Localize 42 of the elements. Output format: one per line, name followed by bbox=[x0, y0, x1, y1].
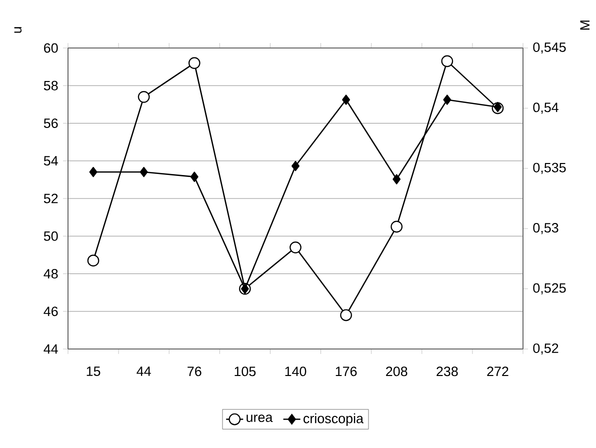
y2-tick-label: 0,54 bbox=[533, 102, 558, 114]
y2-tick-label: 0,53 bbox=[533, 223, 558, 234]
x-tick-label: 15 bbox=[86, 366, 100, 376]
point bbox=[140, 166, 148, 178]
point bbox=[89, 166, 98, 178]
y2-axis-title: M bbox=[580, 20, 590, 30]
x-tick-label: 140 bbox=[285, 366, 306, 376]
point bbox=[390, 220, 403, 233]
y-tick-label: 46 bbox=[44, 306, 58, 316]
legend-label: urea bbox=[246, 414, 273, 422]
y-tick-label: 56 bbox=[44, 118, 58, 128]
point bbox=[340, 309, 352, 322]
x-tick-label: 208 bbox=[386, 366, 408, 376]
y-tick-label: 50 bbox=[44, 231, 58, 241]
point bbox=[87, 254, 100, 267]
y2-tick-label: 0,52 bbox=[533, 343, 558, 355]
y-tick-label: 54 bbox=[44, 156, 58, 166]
x-tick-label: 44 bbox=[136, 366, 151, 376]
point bbox=[443, 94, 452, 105]
point bbox=[190, 172, 198, 182]
point bbox=[342, 94, 350, 105]
point bbox=[292, 160, 300, 172]
y-tick-label: 58 bbox=[44, 80, 58, 90]
x-tick-label: 272 bbox=[487, 366, 508, 376]
y2-tick-label: 0,525 bbox=[533, 283, 566, 294]
point bbox=[290, 241, 302, 254]
x-tick-label: 105 bbox=[234, 366, 256, 376]
y-tick-label: 52 bbox=[44, 194, 58, 204]
point bbox=[441, 55, 454, 68]
y-axis-title: u bbox=[14, 27, 22, 33]
y2-tick-label: 0,545 bbox=[533, 42, 566, 54]
x-tick-label: 238 bbox=[436, 366, 458, 376]
point bbox=[188, 57, 200, 69]
x-tick-label: 76 bbox=[188, 366, 202, 376]
y-tick-label: 60 bbox=[44, 43, 58, 53]
point bbox=[138, 90, 150, 103]
y-tick-label: 48 bbox=[44, 268, 58, 279]
y-tick-label: 44 bbox=[44, 344, 58, 354]
point bbox=[392, 174, 401, 184]
x-tick-label: 176 bbox=[336, 366, 357, 376]
y2-tick-label: 0,535 bbox=[533, 162, 566, 174]
legend-label: crioscopia bbox=[304, 413, 364, 426]
